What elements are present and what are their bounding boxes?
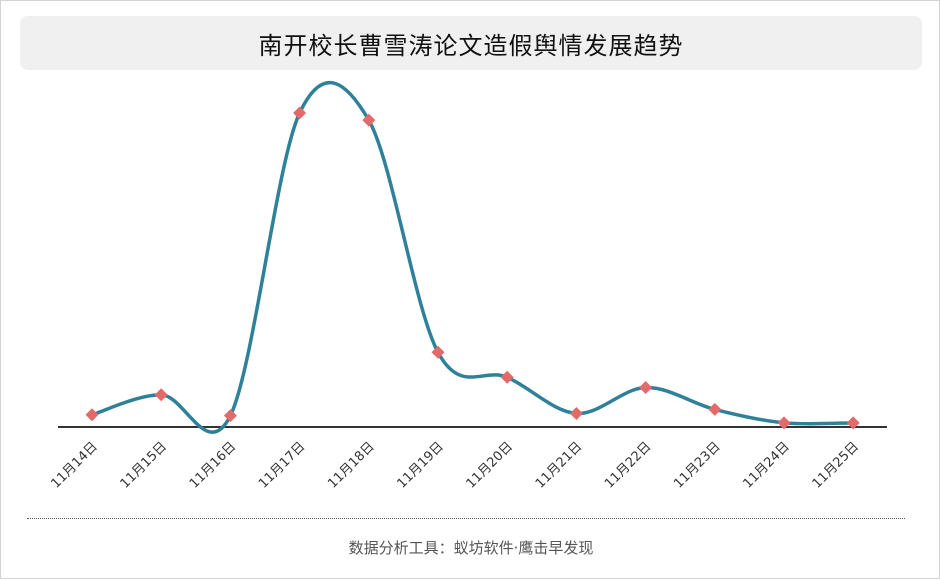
data-point-marker — [777, 416, 791, 430]
data-point-marker — [154, 388, 168, 402]
data-point-marker — [569, 406, 583, 420]
data-point-marker — [362, 113, 376, 127]
data-point-marker — [846, 416, 860, 430]
x-tick-label: 11月20日 — [464, 439, 516, 491]
x-tick-label: 11月14日 — [48, 439, 100, 491]
series-line — [90, 80, 855, 434]
x-tick-label: 11月22日 — [602, 439, 654, 491]
x-tick-label: 11月23日 — [671, 439, 723, 491]
data-point-marker — [639, 381, 653, 395]
data-point-marker — [500, 370, 514, 384]
x-tick-label: 11月24日 — [740, 439, 792, 491]
footer-source: 数据分析工具：蚁坊软件·鹰击早发现 — [348, 539, 594, 557]
data-point-marker — [431, 345, 445, 359]
chart-title: 南开校长曹雪涛论文造假舆情发展趋势 — [258, 31, 684, 60]
x-tick-label: 11月18日 — [325, 439, 377, 491]
x-tick-label: 11月21日 — [533, 439, 585, 491]
data-point-marker — [293, 106, 307, 120]
data-point-marker — [223, 409, 237, 423]
footer-divider — [27, 518, 905, 519]
x-tick-label: 11月15日 — [118, 439, 170, 491]
x-tick-label: 11月19日 — [394, 439, 446, 491]
data-point-marker — [85, 408, 99, 422]
x-tick-label: 11月25日 — [810, 439, 862, 491]
data-point-marker — [708, 402, 722, 416]
title-bar: 南开校长曹雪涛论文造假舆情发展趋势 — [20, 16, 922, 70]
x-tick-label: 11月17日 — [256, 439, 308, 491]
x-tick-label: 11月16日 — [187, 439, 239, 491]
